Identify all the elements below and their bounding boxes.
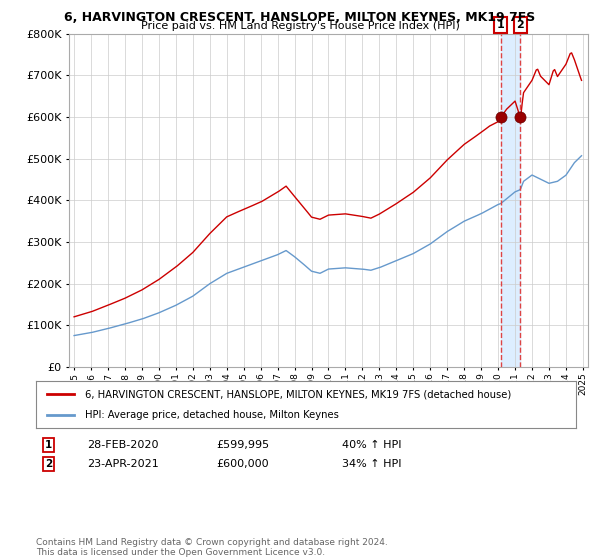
Bar bbox=[500, 34, 520, 367]
Text: 23-APR-2021: 23-APR-2021 bbox=[87, 459, 159, 469]
Text: 28-FEB-2020: 28-FEB-2020 bbox=[87, 440, 158, 450]
Text: 1: 1 bbox=[497, 20, 505, 30]
Text: 34% ↑ HPI: 34% ↑ HPI bbox=[342, 459, 401, 469]
Text: 40% ↑ HPI: 40% ↑ HPI bbox=[342, 440, 401, 450]
Text: 6, HARVINGTON CRESCENT, HANSLOPE, MILTON KEYNES, MK19 7FS: 6, HARVINGTON CRESCENT, HANSLOPE, MILTON… bbox=[64, 11, 536, 24]
Text: 2: 2 bbox=[517, 20, 524, 30]
Text: £600,000: £600,000 bbox=[216, 459, 269, 469]
Text: 6, HARVINGTON CRESCENT, HANSLOPE, MILTON KEYNES, MK19 7FS (detached house): 6, HARVINGTON CRESCENT, HANSLOPE, MILTON… bbox=[85, 389, 511, 399]
Text: Contains HM Land Registry data © Crown copyright and database right 2024.
This d: Contains HM Land Registry data © Crown c… bbox=[36, 538, 388, 557]
Text: Price paid vs. HM Land Registry's House Price Index (HPI): Price paid vs. HM Land Registry's House … bbox=[140, 21, 460, 31]
Text: £599,995: £599,995 bbox=[216, 440, 269, 450]
Text: 1: 1 bbox=[45, 440, 52, 450]
Text: 2: 2 bbox=[45, 459, 52, 469]
Text: HPI: Average price, detached house, Milton Keynes: HPI: Average price, detached house, Milt… bbox=[85, 410, 338, 420]
